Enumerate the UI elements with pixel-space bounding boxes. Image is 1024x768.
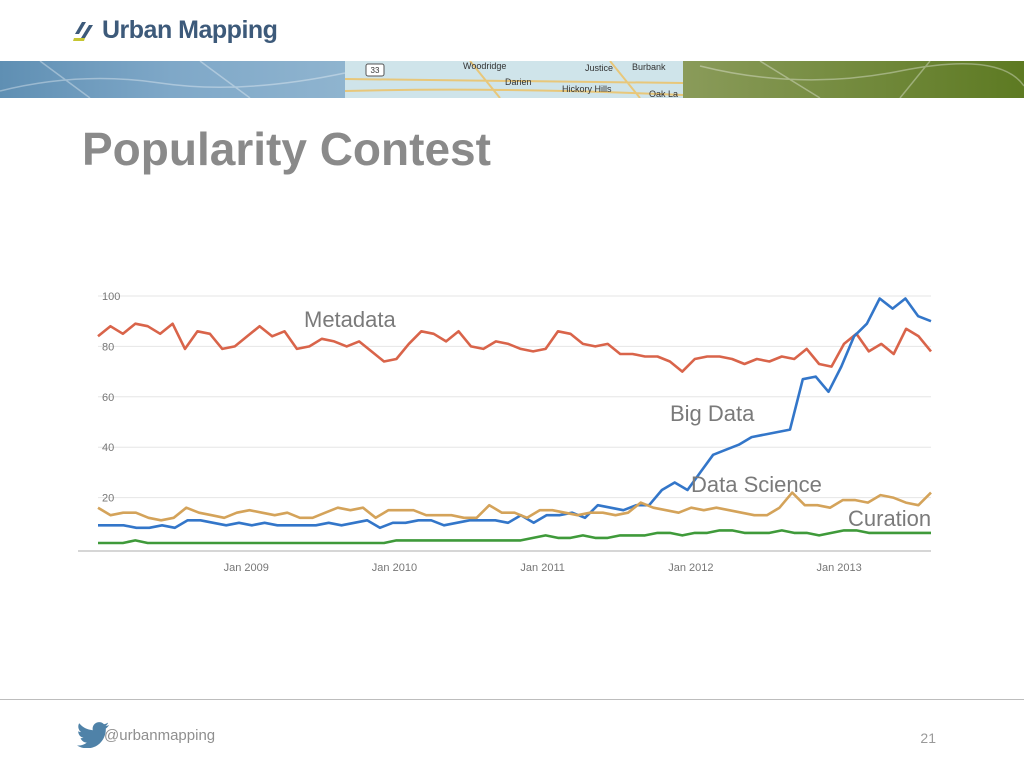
x-tick-label: Jan 2013: [816, 562, 861, 574]
place-label-burbank: Burbank: [632, 62, 666, 72]
series-label-metadata: Metadata: [304, 307, 396, 332]
footer-divider: [0, 699, 1024, 700]
brand-name: Urban Mapping: [102, 15, 278, 44]
series-line-data-science: [97, 491, 932, 522]
series-label-curation: Curation: [848, 506, 931, 531]
banner-green-section: [683, 61, 1024, 98]
chart-series-lines: [97, 297, 933, 545]
twitter-handle[interactable]: @urbanmapping: [76, 722, 215, 748]
logo-mark-stroke-1: [75, 22, 86, 34]
logo-mark-base: [73, 38, 85, 41]
map-banner: 33 Woodridge Darien Justice Burbank Hick…: [0, 61, 1024, 98]
series-line-big-data: [98, 297, 932, 530]
banner-road-lines: [0, 61, 1024, 98]
twitter-handle-text[interactable]: @urbanmapping: [104, 726, 216, 744]
twitter-bird-shape: [76, 722, 109, 748]
twitter-bird-icon: [76, 722, 109, 748]
x-tick-label: Jan 2011: [520, 562, 564, 574]
page-number: 21: [920, 730, 936, 746]
x-tick-label: Jan 2012: [668, 562, 713, 574]
place-label-woodridge: Woodridge: [463, 61, 506, 71]
brand-logo: Urban Mapping: [72, 14, 278, 46]
series-line-metadata: [97, 322, 933, 373]
y-tick-label: 100: [102, 291, 120, 303]
y-tick-label: 80: [102, 341, 114, 353]
route-shield: [365, 63, 385, 77]
banner-map-roads: [344, 61, 684, 98]
place-label-justice: Justice: [585, 63, 613, 73]
y-tick-label: 40: [102, 442, 114, 454]
y-tick-label: 20: [102, 493, 114, 505]
series-labels: Metadata Big Data Data Science Curation: [304, 307, 931, 531]
y-tick-label: 60: [102, 392, 114, 404]
place-label-oak-lawn: Oak La: [649, 89, 678, 98]
logo-mark-stroke-2: [81, 25, 93, 38]
banner-blue-section: [0, 61, 345, 98]
route-shield-label: 33: [371, 66, 380, 75]
slide-title: Popularity Contest: [82, 123, 491, 175]
x-tick-labels: Jan 2009 Jan 2010 Jan 2011 Jan 2012 Jan 2013: [224, 562, 862, 574]
series-label-data-science: Data Science: [691, 472, 822, 497]
place-label-hickory-hills: Hickory Hills: [562, 84, 612, 94]
place-label-darien: Darien: [505, 77, 532, 87]
y-tick-labels: 20 40 60 80 100: [102, 291, 120, 505]
urban-mapping-logo-icon: [73, 22, 93, 41]
x-tick-label: Jan 2009: [224, 562, 269, 574]
x-tick-label: Jan 2010: [372, 562, 417, 574]
series-line-curation: [98, 529, 931, 545]
series-label-big-data: Big Data: [670, 401, 755, 426]
